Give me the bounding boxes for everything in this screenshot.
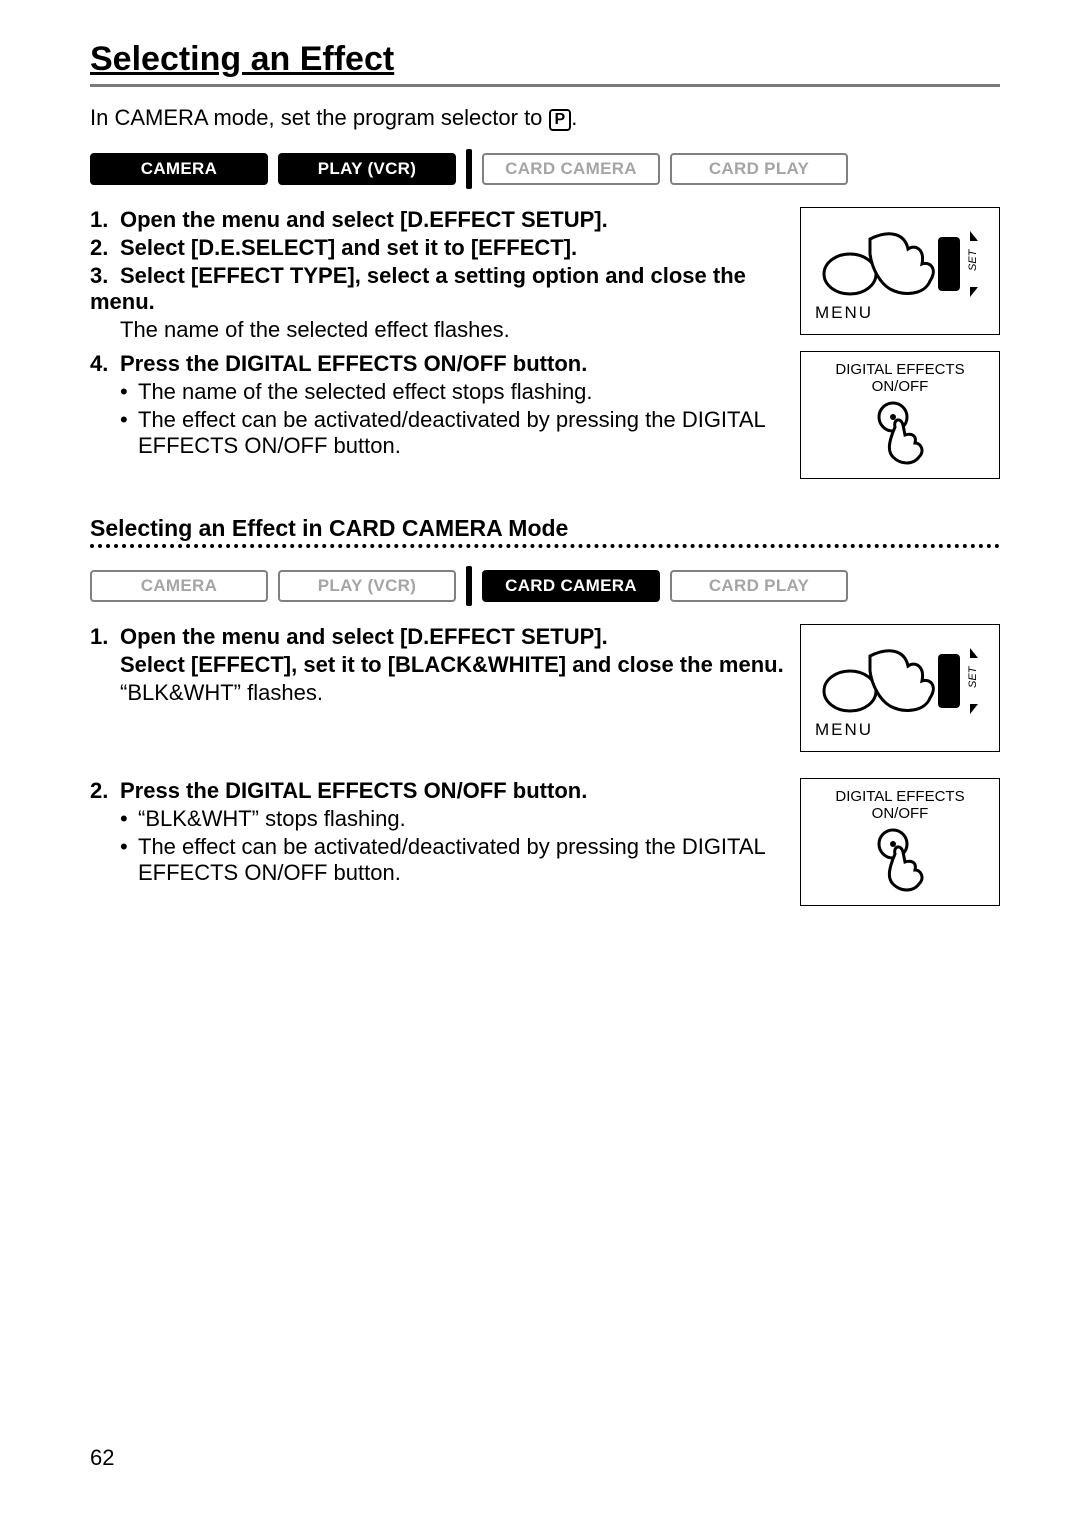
page-number: 62 [90, 1445, 114, 1471]
separator-bar [466, 149, 472, 189]
intro-post: . [571, 105, 577, 130]
mode2-camera: CAMERA [90, 570, 268, 602]
mode2-play-vcr: PLAY (VCR) [278, 570, 456, 602]
sec2-step-1a-text: Open the menu and select [D.EFFECT SETUP… [120, 624, 608, 649]
digital-effects-illustration-2: DIGITAL EFFECTS ON/OFF [800, 778, 1000, 906]
title-rule [90, 84, 1000, 87]
intro-text: In CAMERA mode, set the program selector… [90, 105, 1000, 131]
svg-text:SET: SET [967, 665, 979, 688]
intro-pre: In CAMERA mode, set the program selector… [90, 105, 549, 130]
sec2-step-2-text: Press the DIGITAL EFFECTS ON/OFF button. [120, 778, 587, 803]
press-button-icon-2 [865, 826, 935, 896]
menu-label-2: MENU [815, 720, 873, 740]
mode-card-play: CARD PLAY [670, 153, 848, 185]
mode-card-camera: CARD CAMERA [482, 153, 660, 185]
set-label: SET [967, 248, 979, 271]
menu-illustration-2: SET MENU [800, 624, 1000, 752]
dotted-rule [90, 544, 1000, 548]
step-4-bullet-1: The name of the selected effect stops fl… [120, 379, 790, 405]
mode-camera: CAMERA [90, 153, 268, 185]
step-4-text: Press the DIGITAL EFFECTS ON/OFF button. [120, 351, 587, 376]
sec2-step-1b: Select [EFFECT], set it to [BLACK&WHITE]… [120, 652, 790, 678]
menu-hand-icon: SET [810, 219, 990, 309]
mode-row-1: CAMERA PLAY (VCR) CARD CAMERA CARD PLAY [90, 149, 1000, 189]
step-3-text: Select [EFFECT TYPE], select a setting o… [90, 263, 746, 314]
mode2-card-play: CARD PLAY [670, 570, 848, 602]
step-1-text: Open the menu and select [D.EFFECT SETUP… [120, 207, 608, 232]
menu-hand-icon-2: SET [810, 636, 990, 726]
separator-bar-2 [466, 566, 472, 606]
step-4-bullet-2: The effect can be activated/deactivated … [120, 407, 790, 459]
sec2-step-1: 1.Open the menu and select [D.EFFECT SET… [90, 624, 790, 650]
sec2-step-2-bullet-1: “BLK&WHT” stops flashing. [120, 806, 790, 832]
step-3: 3.Select [EFFECT TYPE], select a setting… [90, 263, 790, 315]
sec2-step-2-bullet-2: The effect can be activated/deactivated … [120, 834, 790, 886]
digital-effects-label: DIGITAL EFFECTS [835, 361, 964, 378]
step-3-sub: The name of the selected effect flashes. [120, 317, 790, 343]
digital-effects-label-2: DIGITAL EFFECTS [835, 788, 964, 805]
onoff-label-2: ON/OFF [872, 805, 929, 822]
onoff-label: ON/OFF [872, 378, 929, 395]
sec2-step-2: 2.Press the DIGITAL EFFECTS ON/OFF butto… [90, 778, 790, 804]
menu-label: MENU [815, 303, 873, 323]
sec2-step-1-sub: “BLK&WHT” flashes. [120, 680, 790, 706]
press-button-icon [865, 399, 935, 469]
digital-effects-illustration: DIGITAL EFFECTS ON/OFF [800, 351, 1000, 479]
program-selector-icon: P [549, 109, 572, 131]
menu-illustration: SET MENU [800, 207, 1000, 335]
mode-row-2: CAMERA PLAY (VCR) CARD CAMERA CARD PLAY [90, 566, 1000, 606]
subheading: Selecting an Effect in CARD CAMERA Mode [90, 515, 1000, 542]
step-2: 2.Select [D.E.SELECT] and set it to [EFF… [90, 235, 790, 261]
mode-play-vcr: PLAY (VCR) [278, 153, 456, 185]
step-1: 1.Open the menu and select [D.EFFECT SET… [90, 207, 790, 233]
mode2-card-camera: CARD CAMERA [482, 570, 660, 602]
page-title: Selecting an Effect [90, 40, 1000, 79]
step-2-text: Select [D.E.SELECT] and set it to [EFFEC… [120, 235, 577, 260]
step-4: 4.Press the DIGITAL EFFECTS ON/OFF butto… [90, 351, 790, 377]
